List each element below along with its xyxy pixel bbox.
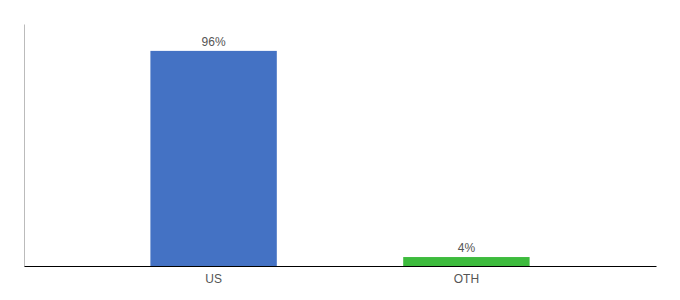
data-label: 4% [458, 241, 476, 255]
data-labels: 96% 4% [202, 35, 476, 255]
x-tick-label: OTH [454, 272, 479, 286]
y-axis-line [24, 25, 25, 267]
bars [150, 51, 529, 266]
chart-container: 96% 4% US OTH [0, 0, 680, 300]
plot-area: 96% 4% US OTH [25, 25, 657, 286]
chart-svg: 96% 4% US OTH [0, 0, 680, 300]
x-tick: US [205, 272, 222, 286]
bar [403, 257, 529, 266]
x-tick: OTH [454, 272, 479, 286]
x-tick-label: US [205, 272, 222, 286]
x-axis: US OTH [25, 267, 657, 286]
x-axis-line [25, 266, 657, 267]
bar [150, 51, 276, 266]
data-label: 96% [202, 35, 226, 49]
y-axis [24, 25, 25, 267]
